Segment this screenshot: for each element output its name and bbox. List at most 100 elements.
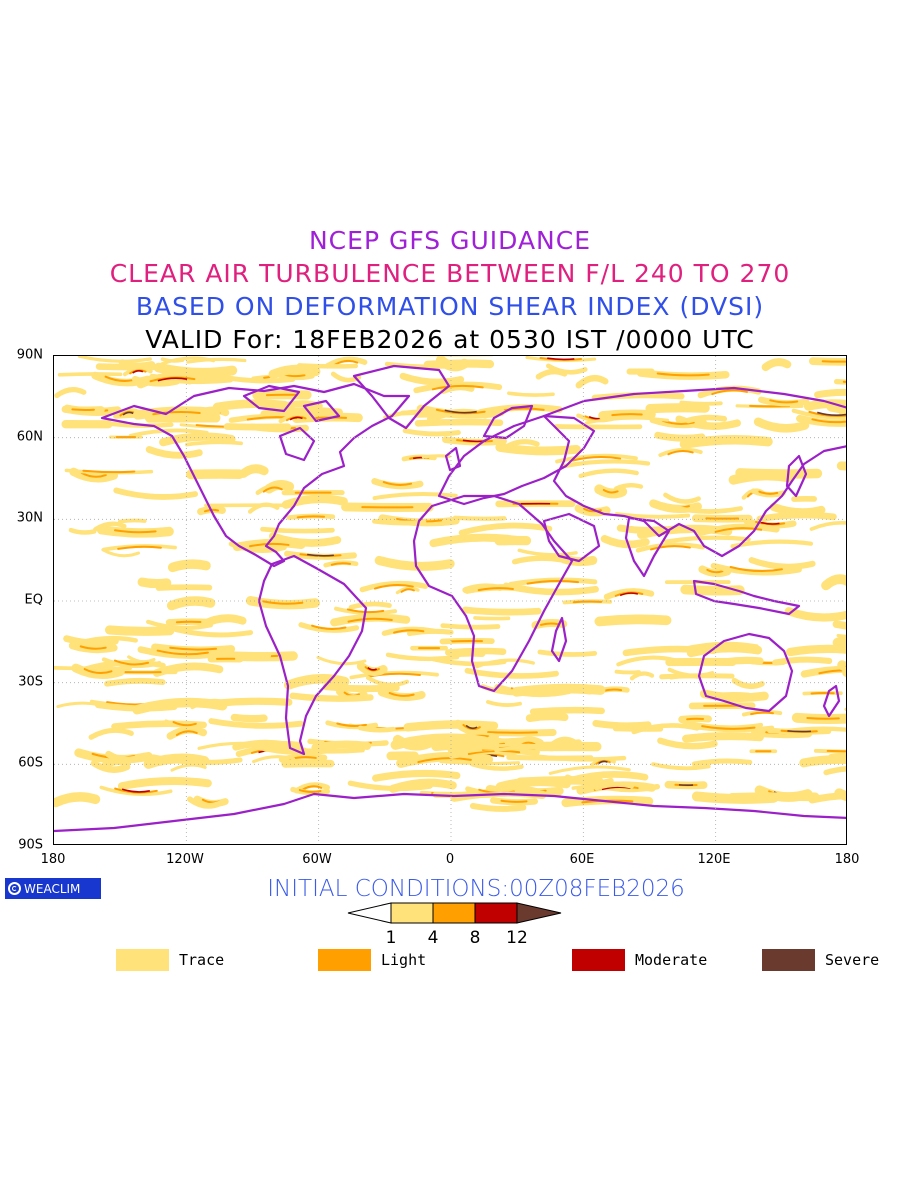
trace-turbulence-streak bbox=[660, 502, 743, 514]
lat-label-30s: 30S bbox=[18, 674, 43, 690]
trace-turbulence-streak bbox=[697, 523, 780, 537]
colorbar-severe-triangle bbox=[516, 902, 562, 924]
trace-turbulence-streak bbox=[356, 661, 388, 676]
trace-turbulence-streak bbox=[727, 792, 820, 802]
trace-turbulence-streak bbox=[590, 757, 616, 767]
trace-turbulence-streak bbox=[167, 559, 211, 573]
moderate-turbulence-streak bbox=[547, 357, 575, 361]
moderate-turbulence-streak bbox=[760, 521, 780, 525]
light-turbulence-streak bbox=[571, 456, 622, 462]
trace-turbulence-streak bbox=[330, 613, 411, 627]
trace-turbulence-streak bbox=[128, 428, 209, 438]
light-turbulence-streak bbox=[262, 486, 283, 493]
trace-turbulence-streak bbox=[517, 548, 578, 557]
moderate-turbulence-streak bbox=[598, 760, 608, 765]
trace-turbulence-streak bbox=[469, 803, 527, 812]
trace-turbulence-streak bbox=[223, 423, 292, 431]
trace-turbulence-streak bbox=[761, 358, 792, 372]
trace-turbulence-streak bbox=[63, 635, 119, 647]
trace-turbulence-streak bbox=[101, 657, 162, 669]
light-turbulence-streak bbox=[114, 529, 157, 534]
trace-turbulence-streak bbox=[837, 660, 846, 673]
trace-turbulence-streak bbox=[117, 518, 147, 524]
coastline-india bbox=[624, 516, 671, 578]
coastline-japan bbox=[785, 454, 808, 498]
trace-turbulence-streak bbox=[137, 577, 172, 589]
initial-conditions-label: INITIAL CONDITIONS:00Z08FEB2026 bbox=[267, 876, 685, 902]
trace-turbulence-streak bbox=[473, 616, 511, 621]
lat-label-60s: 60S bbox=[18, 755, 43, 771]
trace-turbulence-streak bbox=[372, 518, 427, 526]
coastline-greenland bbox=[352, 364, 451, 430]
light-turbulence-streak bbox=[388, 692, 415, 697]
coastline-south-america bbox=[257, 554, 368, 756]
trace-turbulence-streak bbox=[90, 760, 131, 773]
trace-turbulence-streak bbox=[486, 700, 522, 707]
moderate-turbulence-streak bbox=[619, 592, 639, 597]
trace-turbulence-streak bbox=[561, 459, 651, 469]
trace-turbulence-streak bbox=[494, 745, 559, 753]
trace-turbulence-streak bbox=[833, 379, 846, 385]
trace-turbulence-streak bbox=[784, 607, 846, 622]
trace-turbulence-streak bbox=[614, 669, 641, 675]
trace-turbulence-streak bbox=[322, 683, 400, 693]
moderate-turbulence-streak bbox=[465, 724, 478, 730]
trace-turbulence-streak bbox=[728, 470, 795, 485]
legend-light: Light bbox=[318, 949, 426, 971]
legend-severe: Severe bbox=[762, 949, 879, 971]
light-turbulence-streak bbox=[80, 471, 107, 478]
lat-label-30n: 30N bbox=[16, 510, 43, 526]
trace-turbulence-streak bbox=[54, 792, 101, 808]
trace-turbulence-streak bbox=[828, 752, 846, 760]
trace-turbulence-streak bbox=[374, 555, 455, 571]
trace-turbulence-streak bbox=[384, 361, 464, 369]
light-turbulence-streak bbox=[686, 717, 705, 721]
light-turbulence-streak bbox=[477, 587, 514, 592]
legend-severe-swatch bbox=[762, 949, 815, 971]
coastline-north-america bbox=[100, 382, 411, 568]
light-turbulence-streak bbox=[301, 785, 323, 791]
lat-label-90n: 90N bbox=[16, 347, 43, 363]
trace-turbulence-streak bbox=[71, 663, 125, 679]
turbulence-field bbox=[54, 356, 846, 812]
light-turbulence-streak bbox=[706, 568, 724, 574]
trace-turbulence-streak bbox=[430, 656, 507, 667]
trace-turbulence-streak bbox=[575, 374, 609, 389]
legend-light-swatch bbox=[318, 949, 371, 971]
trace-turbulence-streak bbox=[682, 723, 775, 733]
lon-label-60e: 60E bbox=[569, 852, 595, 867]
colorbar-tick-4: 4 bbox=[427, 928, 439, 948]
trace-turbulence-streak bbox=[591, 392, 685, 401]
trace-turbulence-streak bbox=[444, 647, 507, 656]
trace-turbulence-streak bbox=[511, 683, 606, 697]
trace-turbulence-streak bbox=[377, 688, 426, 701]
trace-turbulence-streak bbox=[272, 400, 323, 413]
legend-moderate-label: Moderate bbox=[635, 951, 708, 969]
light-turbulence-streak bbox=[661, 419, 695, 425]
trace-turbulence-streak bbox=[166, 726, 208, 740]
trace-turbulence-streak bbox=[731, 677, 765, 690]
trace-turbulence-streak bbox=[593, 781, 635, 791]
trace-turbulence-streak bbox=[260, 526, 335, 534]
moderate-turbulence-streak bbox=[307, 553, 334, 557]
trace-turbulence-streak bbox=[153, 362, 238, 378]
trace-turbulence-streak bbox=[458, 522, 553, 536]
turbulence-map bbox=[53, 355, 847, 845]
trace-turbulence-streak bbox=[311, 740, 372, 752]
trace-turbulence-streak bbox=[600, 535, 650, 549]
trace-turbulence-streak bbox=[239, 464, 269, 478]
weaclim-logo-badge: WEACLIM bbox=[5, 878, 101, 899]
trace-turbulence-streak bbox=[529, 706, 605, 716]
trace-turbulence-streak bbox=[651, 762, 711, 771]
trace-turbulence-streak bbox=[137, 646, 229, 659]
trace-turbulence-streak bbox=[691, 758, 753, 767]
moderate-turbulence-streak bbox=[121, 788, 151, 793]
trace-turbulence-streak bbox=[297, 363, 359, 369]
light-turbulence-streak bbox=[750, 711, 774, 716]
trace-turbulence-streak bbox=[316, 656, 367, 666]
colorbar-tick-1: 1 bbox=[385, 928, 397, 948]
title-line-1: NCEP GFS GUIDANCE bbox=[308, 226, 591, 255]
light-turbulence-streak bbox=[83, 668, 113, 675]
moderate-turbulence-streak bbox=[367, 666, 378, 671]
trace-turbulence-streak bbox=[753, 417, 810, 433]
